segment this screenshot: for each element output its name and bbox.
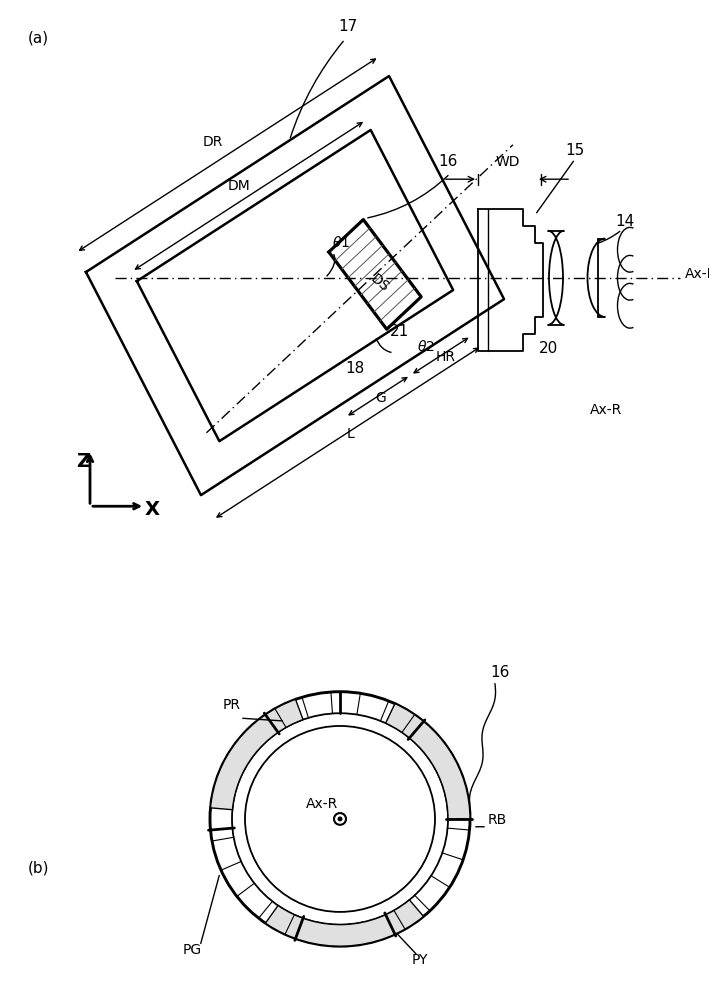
- Text: $\theta$2: $\theta$2: [417, 339, 435, 354]
- Text: X: X: [145, 500, 160, 519]
- Text: 21: 21: [390, 324, 409, 339]
- Text: 17: 17: [338, 19, 357, 34]
- Text: DR: DR: [202, 135, 223, 149]
- Wedge shape: [265, 900, 423, 946]
- Text: 15: 15: [565, 143, 585, 158]
- Text: 18: 18: [345, 361, 364, 376]
- Circle shape: [334, 813, 346, 825]
- Text: HR: HR: [436, 350, 456, 364]
- Text: 14: 14: [615, 214, 635, 229]
- Text: Ax-R: Ax-R: [590, 403, 623, 417]
- Text: PR: PR: [223, 698, 241, 712]
- Text: G: G: [376, 391, 386, 405]
- Circle shape: [245, 726, 435, 912]
- Text: Ax-L: Ax-L: [685, 267, 709, 281]
- Text: (a): (a): [28, 31, 49, 46]
- Text: Ax-R: Ax-R: [306, 797, 338, 811]
- Wedge shape: [211, 699, 303, 810]
- Wedge shape: [386, 704, 470, 819]
- Text: L: L: [347, 427, 354, 441]
- Text: DS: DS: [368, 272, 392, 295]
- Text: Z: Z: [76, 452, 90, 471]
- Text: PG: PG: [182, 943, 201, 957]
- Text: PY: PY: [412, 953, 428, 967]
- Text: $\theta$1: $\theta$1: [332, 235, 350, 250]
- Text: 20: 20: [538, 341, 557, 356]
- Text: WD: WD: [496, 155, 520, 169]
- Text: (b): (b): [28, 861, 50, 876]
- Text: RB: RB: [488, 813, 507, 827]
- Circle shape: [337, 816, 342, 821]
- Text: 16: 16: [491, 665, 510, 680]
- Text: DM: DM: [228, 179, 250, 193]
- Text: 16: 16: [438, 154, 458, 169]
